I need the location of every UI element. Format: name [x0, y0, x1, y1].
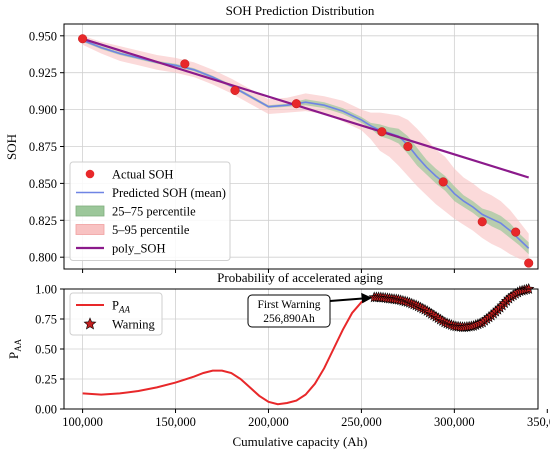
soh-actual-point: [511, 227, 521, 237]
soh-ytick-label: 0.800: [29, 251, 57, 265]
paa-legend-label: PAA: [112, 299, 130, 315]
soh-ytick-label: 0.825: [29, 214, 57, 228]
paa-xtick-label: 350,000: [527, 415, 550, 429]
soh-ylabel: SOH: [4, 134, 19, 160]
paa-y-ticks: 0.00 0.25 0.50 0.75 1.00: [35, 283, 64, 417]
paa-xtick-label: 250,000: [341, 415, 382, 429]
legend-key-patch: [75, 205, 105, 217]
soh-panel: SOH Prediction Distribution SOH 0.8000.8…: [4, 3, 539, 273]
soh-ytick-label: 0.950: [29, 29, 57, 43]
paa-legend-label: Warning: [112, 318, 155, 332]
paa-legend-label-main: P: [112, 299, 119, 313]
legend-key-patch: [75, 224, 105, 235]
paa-ytick-label: 0.25: [35, 373, 57, 387]
soh-actual-point: [377, 127, 387, 137]
soh-actual-point: [438, 177, 448, 187]
first-warning-annotation: First Warning 256,890Ah: [247, 292, 373, 328]
annotation-line1: First Warning: [257, 299, 320, 311]
soh-actual-point: [180, 59, 190, 69]
annotation-box: [247, 294, 331, 328]
paa-ylabel: PAA: [6, 338, 23, 359]
paa-title: Probability of accelerated aging: [217, 270, 383, 285]
legend-key-actual-soh: [85, 169, 95, 179]
soh-legend-label: Actual SOH: [112, 168, 173, 182]
soh-y-ticks: 0.800 0.825 0.850 0.875 0.900 0.925 0.950: [29, 29, 64, 265]
annotation-line2: 256,890Ah: [263, 313, 315, 325]
annotation-arrow-head: [361, 292, 373, 304]
paa-xtick-label: 100,000: [62, 415, 103, 429]
soh-legend-box: [69, 161, 231, 261]
soh-band-5-95: [82, 35, 529, 262]
paa-ytick-label: 1.00: [35, 283, 57, 297]
soh-actual-point: [524, 258, 534, 268]
paa-xlabel: Cumulative capacity (Ah): [232, 434, 367, 449]
paa-xtick-label: 300,000: [434, 415, 475, 429]
soh-actual-point: [230, 85, 240, 95]
paa-legend: PAA Warning: [69, 292, 163, 336]
soh-poly-line: [82, 37, 530, 179]
soh-actual-point: [403, 141, 413, 152]
soh-ytick-label: 0.900: [29, 103, 57, 117]
soh-ytick-label: 0.875: [29, 140, 57, 154]
paa-panel: Probability of accelerated aging PAA 0.0…: [6, 270, 550, 449]
paa-xtick-label: 150,000: [155, 415, 196, 429]
paa-x-ticks: 100,000 150,000 200,000 250,000 300,000 350,0…: [62, 409, 550, 429]
soh-legend-label: Predicted SOH (mean): [112, 186, 226, 200]
legend-key-warning-star: [83, 317, 97, 330]
paa-legend-label-sub: AA: [118, 305, 130, 315]
soh-ytick-label: 0.925: [29, 66, 57, 80]
soh-title: SOH Prediction Distribution: [226, 3, 375, 18]
soh-legend-label: 25–75 percentile: [112, 205, 196, 219]
paa-ylabel-main: P: [6, 352, 21, 359]
soh-legend-label: poly_SOH: [112, 242, 165, 256]
soh-legend-label: 5–95 percentile: [112, 223, 190, 237]
soh-x-ticks: [82, 269, 455, 273]
soh-actual-point: [291, 99, 301, 109]
soh-actual-point: [78, 34, 88, 44]
paa-ylabel-sub: AA: [13, 338, 23, 351]
soh-ytick-label: 0.850: [29, 177, 57, 191]
soh-actual-point: [477, 217, 487, 227]
soh-legend: Actual SOH Predicted SOH (mean) 25–75 perc…: [69, 161, 231, 261]
paa-xtick-label: 200,000: [248, 415, 289, 429]
annotation-arrow-shaft: [329, 297, 365, 302]
paa-ytick-label: 0.75: [35, 313, 57, 327]
paa-ytick-label: 0.00: [35, 403, 57, 417]
paa-ytick-label: 0.50: [35, 343, 57, 357]
